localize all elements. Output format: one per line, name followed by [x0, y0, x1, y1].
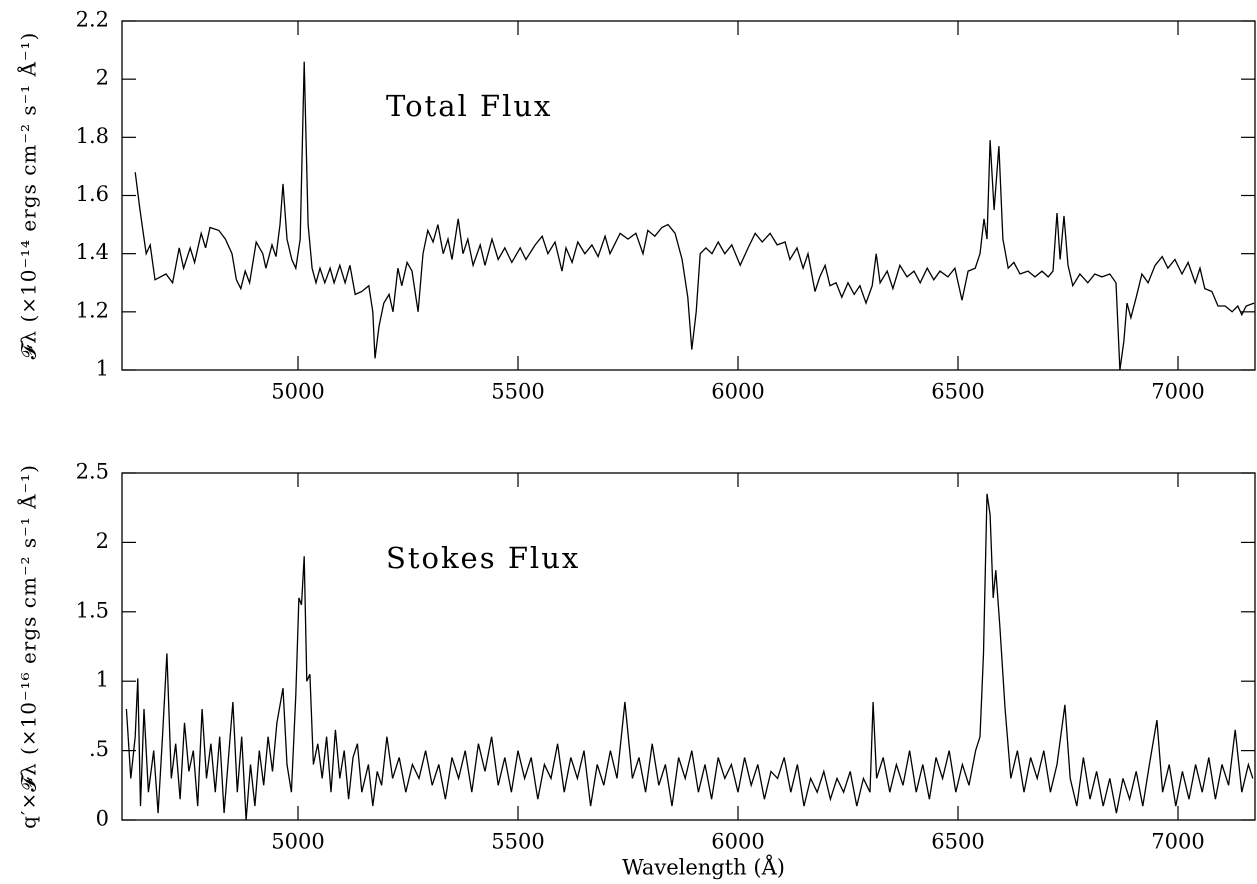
y-tick-label: 1: [96, 357, 109, 381]
x-axis-label: Wavelength (Å): [622, 855, 785, 880]
y-tick-label: 1.5: [76, 598, 109, 622]
x-tick-label: 5500: [491, 830, 544, 854]
spectrum-line: [125, 493, 1254, 820]
x-tick-label: 7000: [1151, 380, 1204, 404]
y-tick-label: 1.2: [76, 298, 109, 322]
y-tick-label: 1.8: [76, 124, 109, 148]
plot-frame: [121, 20, 1256, 371]
y-tick-label: 0: [96, 807, 109, 831]
annotation: Total Flux: [386, 89, 552, 123]
x-tick-label: 6000: [711, 380, 764, 404]
y-tick-label: 2: [96, 66, 109, 90]
x-tick-label: 5000: [271, 380, 324, 404]
x-tick-label: 5000: [271, 830, 324, 854]
y-tick-label: 1.6: [76, 182, 109, 206]
y-axis-label: q′×𝓕λ (×10⁻¹⁶ ergs cm⁻² s⁻¹ Å⁻¹): [16, 464, 41, 829]
y-tick-label: 2.5: [76, 460, 109, 484]
y-tick-label: 1: [96, 668, 109, 692]
x-tick-label: 5500: [491, 380, 544, 404]
x-tick-label: 7000: [1151, 830, 1204, 854]
y-axis-label: 𝓕λ (×10⁻¹⁴ ergs cm⁻² s⁻¹ Å⁻¹): [16, 32, 41, 360]
spectrum-line: [134, 61, 1255, 370]
plot-frame: [121, 472, 1256, 821]
y-tick-label: 2: [96, 529, 109, 553]
x-tick-label: 6500: [931, 380, 984, 404]
x-tick-label: 6000: [711, 830, 764, 854]
x-tick-label: 6500: [931, 830, 984, 854]
y-tick-label: .5: [89, 737, 109, 761]
y-tick-label: 1.4: [76, 240, 109, 264]
y-tick-label: 2.2: [76, 8, 109, 32]
annotation: Stokes Flux: [386, 541, 580, 575]
